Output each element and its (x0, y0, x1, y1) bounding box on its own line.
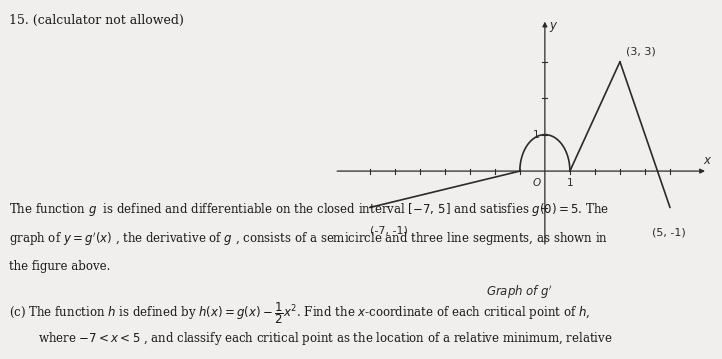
Text: (5, -1): (5, -1) (653, 228, 686, 238)
Text: The function $g$  is defined and differentiable on the closed interval $[-7,\,5]: The function $g$ is defined and differen… (9, 201, 609, 218)
Text: Graph of $g'$: Graph of $g'$ (487, 284, 553, 302)
Text: where $-7<x<5$ , and classify each critical point as the location of a relative : where $-7<x<5$ , and classify each criti… (38, 330, 612, 346)
Text: the figure above.: the figure above. (9, 260, 110, 273)
Text: (3, 3): (3, 3) (626, 46, 656, 56)
Text: (c) The function $h$ is defined by $h(x)=g(x)-\dfrac{1}{2}x^{2}$. Find the $x$-c: (c) The function $h$ is defined by $h(x)… (9, 300, 590, 326)
Text: graph of $y=g'(x)$ , the derivative of $g$ , consists of a semicircle and three : graph of $y=g'(x)$ , the derivative of $… (9, 230, 608, 248)
Text: 1: 1 (534, 130, 540, 140)
Text: $y$: $y$ (549, 20, 558, 34)
Text: 15. (calculator not allowed): 15. (calculator not allowed) (9, 14, 183, 27)
Text: (-7, -1): (-7, -1) (370, 226, 407, 236)
Text: O: O (532, 178, 540, 188)
Text: 1: 1 (567, 178, 573, 188)
Text: $x$: $x$ (703, 154, 712, 167)
